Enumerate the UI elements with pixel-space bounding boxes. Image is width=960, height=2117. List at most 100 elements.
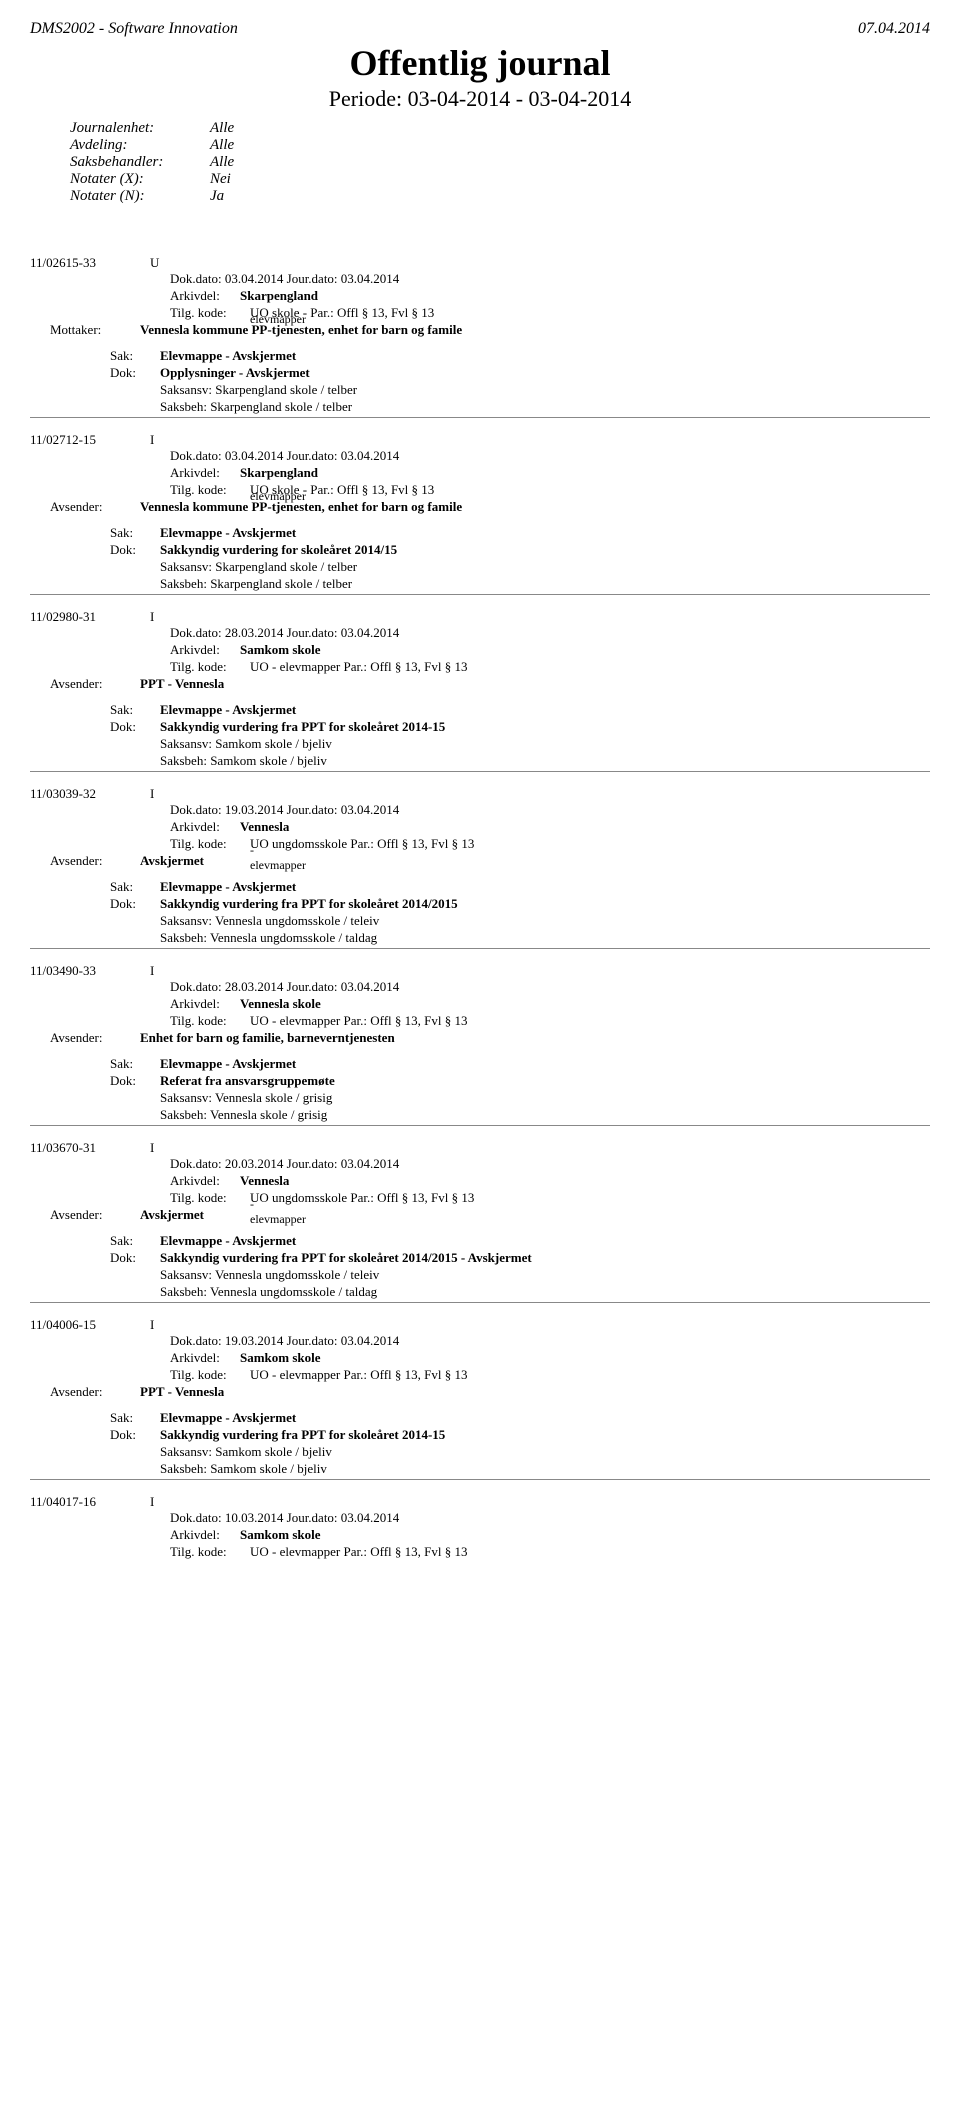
sak-dok-block: Sak:Elevmappe - AvskjermetDok:Referat fr… [110,1056,930,1123]
saksbeh-row: Saksbeh: Skarpengland skole / telber [160,399,930,415]
sak-dok-block: Sak:Elevmappe - AvskjermetDok:Sakkyndig … [110,1410,930,1477]
arkivdel-row: Arkivdel:Samkom skole [170,1350,930,1366]
dok-label: Dok: [110,719,160,735]
entry-header-line: 11/02980-31I [30,609,930,625]
main-title: Offentlig journal [30,42,930,84]
tilg-label: Tilg. kode: [170,659,250,675]
sak-dok-block: Sak:Elevmappe - AvskjermetDok:Sakkyndig … [110,879,930,946]
sak-value: Elevmappe - Avskjermet [160,879,296,894]
tilg-label: Tilg. kode: [170,305,250,321]
party-value: PPT - Vennesla [140,1384,224,1399]
party-label: Avsender: [50,499,140,515]
entry-header-line: 11/04017-16I [30,1494,930,1510]
dok-value: Sakkyndig vurdering fra PPT for skoleåre… [160,896,458,911]
arkivdel-label: Arkivdel: [170,642,240,658]
journal-entry: 11/04006-15IDok.dato: 19.03.2014 Jour.da… [30,1317,930,1477]
dok-dato: Dok.dato: 03.04.2014 Jour.dato: 03.04.20… [170,448,930,464]
tilg-label: Tilg. kode: [170,1013,250,1029]
meta-notater-x: Nei [210,171,231,188]
case-id: 11/03670-31 [30,1140,150,1156]
dok-row: Dok:Opplysninger - Avskjermet [110,365,930,381]
sak-value: Elevmappe - Avskjermet [160,525,296,540]
dok-label: Dok: [110,365,160,381]
dok-dato: Dok.dato: 19.03.2014 Jour.dato: 03.04.20… [170,1333,930,1349]
party-value: PPT - Vennesla [140,676,224,691]
tilg-label: Tilg. kode: [170,1544,250,1560]
meta-notater-x-label: Notater (X): [70,171,210,188]
tilg-row: Tilg. kode:UO - elevmapper Par.: Offl § … [170,1367,930,1383]
party-row: Avsender:- elevmapperAvskjermet [50,1207,930,1223]
saksansv-row: Saksansv: Vennesla ungdomsskole / teleiv [160,913,930,929]
journal-entry: 11/02712-15IDok.dato: 03.04.2014 Jour.da… [30,432,930,592]
sak-label: Sak: [110,1233,160,1249]
entry-header-line: 11/02712-15I [30,432,930,448]
sak-value: Elevmappe - Avskjermet [160,1233,296,1248]
party-value-wrap: PPT - Vennesla [140,1384,224,1400]
sak-value: Elevmappe - Avskjermet [160,1410,296,1425]
case-id: 11/03039-32 [30,786,150,802]
dok-label: Dok: [110,542,160,558]
saksbeh-row: Saksbeh: Samkom skole / bjeliv [160,753,930,769]
sak-label: Sak: [110,525,160,541]
dok-row: Dok:Sakkyndig vurdering fra PPT for skol… [110,1250,930,1266]
arkivdel-value: Skarpengland [240,288,318,303]
meta-saksbehandler: Alle [210,154,234,171]
dok-row: Dok:Sakkyndig vurdering for skoleåret 20… [110,542,930,558]
party-value: Avskjermet [140,853,204,868]
meta-avdeling: Alle [210,137,234,154]
party-label: Avsender: [50,1030,140,1046]
party-value: Avskjermet [140,1207,204,1222]
saksbeh-row: Saksbeh: Vennesla ungdomsskole / taldag [160,1284,930,1300]
party-value-wrap: PPT - Vennesla [140,676,224,692]
sak-dok-block: Sak:Elevmappe - AvskjermetDok:Opplysning… [110,348,930,415]
tilg-row: Tilg. kode:UO - elevmapper Par.: Offl § … [170,1544,930,1560]
entry-separator [30,417,930,418]
sak-dok-block: Sak:Elevmappe - AvskjermetDok:Sakkyndig … [110,702,930,769]
sak-row: Sak:Elevmappe - Avskjermet [110,1056,930,1072]
entry-header-line: 11/04006-15I [30,1317,930,1333]
header-date: 07.04.2014 [858,20,930,38]
meta-notater-n-label: Notater (N): [70,188,210,205]
arkivdel-label: Arkivdel: [170,288,240,304]
party-row: Avsender:Enhet for barn og familie, barn… [50,1030,930,1046]
dok-value: Opplysninger - Avskjermet [160,365,310,380]
journal-entry: 11/02980-31IDok.dato: 28.03.2014 Jour.da… [30,609,930,769]
entry-details: Dok.dato: 19.03.2014 Jour.dato: 03.04.20… [170,1333,930,1383]
entry-separator [30,1479,930,1480]
meta-journalenhet-label: Journalenhet: [70,120,210,137]
sak-label: Sak: [110,702,160,718]
arkivdel-value: Samkom skole [240,1527,321,1542]
sak-value: Elevmappe - Avskjermet [160,1056,296,1071]
case-id: 11/02712-15 [30,432,150,448]
dok-dato: Dok.dato: 19.03.2014 Jour.dato: 03.04.20… [170,802,930,818]
entry-separator [30,1125,930,1126]
sak-label: Sak: [110,879,160,895]
case-id: 11/04017-16 [30,1494,150,1510]
dok-label: Dok: [110,1427,160,1443]
entry-type: I [150,786,154,802]
tilg-row: Tilg. kode:UO - elevmapper Par.: Offl § … [170,1013,930,1029]
arkivdel-label: Arkivdel: [170,465,240,481]
arkivdel-row: Arkivdel:Skarpengland [170,465,930,481]
meta-block: Journalenhet:Alle Avdeling:Alle Saksbeha… [70,120,930,205]
party-value: Enhet for barn og familie, barneverntjen… [140,1030,395,1045]
party-row: Avsender:PPT - Vennesla [50,1384,930,1400]
entry-type: U [150,255,159,271]
dok-value: Referat fra ansvarsgruppemøte [160,1073,335,1088]
entry-type: I [150,963,154,979]
party-value-wrap: Enhet for barn og familie, barneverntjen… [140,1030,395,1046]
tilg-label: Tilg. kode: [170,482,250,498]
entry-header-line: 11/03670-31I [30,1140,930,1156]
party-overlap-text: elevmapper [250,489,306,504]
dok-value: Sakkyndig vurdering fra PPT for skoleåre… [160,719,445,734]
dok-dato: Dok.dato: 20.03.2014 Jour.dato: 03.04.20… [170,1156,930,1172]
sak-value: Elevmappe - Avskjermet [160,348,296,363]
tilg-value: UO - elevmapper Par.: Offl § 13, Fvl § 1… [250,1367,467,1382]
arkivdel-label: Arkivdel: [170,996,240,1012]
tilg-row: Tilg. kode:UO - elevmapper Par.: Offl § … [170,659,930,675]
party-value-wrap: elevmapperVennesla kommune PP-tjenesten,… [140,322,462,338]
entry-separator [30,1302,930,1303]
saksansv-row: Saksansv: Vennesla ungdomsskole / teleiv [160,1267,930,1283]
saksbeh-row: Saksbeh: Skarpengland skole / telber [160,576,930,592]
party-label: Avsender: [50,1384,140,1400]
